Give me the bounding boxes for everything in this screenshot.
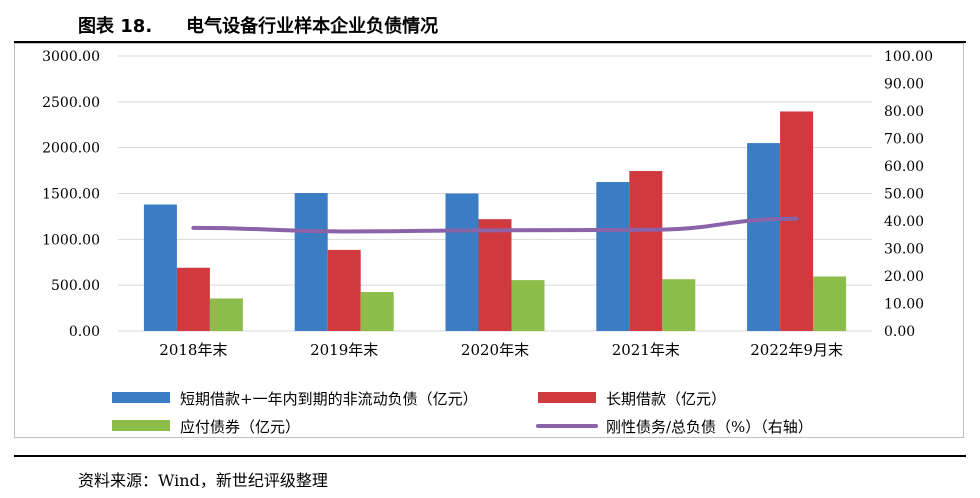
bar [360, 292, 394, 331]
left-tick-label: 2500.00 [42, 95, 100, 111]
bar [327, 249, 361, 331]
figure-title-text: 电气设备行业样本企业负债情况 [186, 16, 439, 37]
bar [445, 193, 479, 331]
legend-label: 长期借款（亿元） [606, 390, 726, 408]
legend: 短期借款+一年内到期的非流动负债（亿元） 长期借款（亿元） 应付债券（亿元） 刚性债务… [112, 390, 813, 436]
x-axis-labels: 2018年末 2019年末 2020年末 2021年末 2022年9月末 [159, 341, 843, 359]
left-tick-label: 0.00 [69, 324, 100, 340]
bar [143, 204, 177, 331]
legend-swatch [112, 420, 170, 431]
bar [629, 171, 663, 331]
left-tick-label: 3000.00 [42, 49, 100, 65]
top-rule [14, 41, 966, 43]
right-tick-label: 0.00 [884, 324, 915, 340]
source-note: 资料来源：Wind，新世纪评级整理 [78, 471, 328, 490]
legend-swatch [112, 392, 170, 403]
right-tick-label: 70.00 [884, 132, 924, 148]
series-line [191, 216, 799, 234]
bar [596, 182, 630, 331]
bar [813, 276, 847, 331]
right-axis-ticks: 0.00 10.00 20.00 30.00 40.00 50.00 60.00 70.00 8… [884, 49, 933, 340]
bar [294, 193, 328, 331]
right-tick-label: 80.00 [884, 104, 924, 120]
right-tick-label: 90.00 [884, 77, 924, 93]
legend-swatch [538, 392, 596, 403]
left-tick-label: 1000.00 [42, 232, 100, 248]
right-tick-label: 50.00 [884, 187, 924, 203]
x-tick-label: 2022年9月末 [750, 341, 843, 359]
figure-number: 图表 18. [78, 16, 153, 37]
right-tick-label: 60.00 [884, 159, 924, 175]
right-tick-label: 20.00 [884, 269, 924, 285]
ratio-line [191, 216, 799, 234]
right-tick-label: 100.00 [884, 49, 933, 65]
left-tick-label: 1500.00 [42, 187, 100, 203]
bar [747, 143, 781, 331]
right-tick-label: 30.00 [884, 242, 924, 258]
legend-label: 刚性债务/总负债（%）（右轴） [606, 418, 813, 436]
x-tick-label: 2019年末 [310, 341, 378, 359]
bar [780, 111, 814, 331]
chart-frame [14, 43, 964, 438]
x-tick-label: 2018年末 [159, 341, 227, 359]
legend-label: 短期借款+一年内到期的非流动负债（亿元） [180, 390, 478, 408]
x-tick-label: 2021年末 [612, 341, 680, 359]
bars [143, 111, 847, 331]
bar [662, 279, 696, 331]
bar [176, 267, 210, 331]
x-tick-label: 2020年末 [461, 341, 529, 359]
bar [478, 219, 512, 331]
bar [511, 280, 545, 331]
bottom-rule [14, 455, 966, 457]
right-tick-label: 10.00 [884, 297, 924, 313]
left-axis-ticks: 0.00 500.00 1000.00 1500.00 2000.00 2500.00 30… [42, 49, 100, 340]
legend-label: 应付债券（亿元） [180, 418, 300, 436]
figure-title: 图表 18. 电气设备行业样本企业负债情况 [78, 12, 438, 38]
bar [209, 298, 243, 331]
left-tick-label: 2000.00 [42, 141, 100, 157]
right-tick-label: 40.00 [884, 214, 924, 230]
left-tick-label: 500.00 [51, 278, 100, 294]
